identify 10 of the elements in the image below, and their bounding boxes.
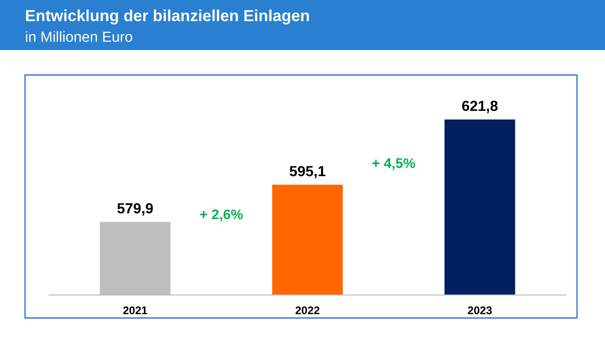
- data-label: 621,8: [462, 100, 498, 114]
- data-label: 579,9: [117, 203, 153, 216]
- data-label: 595,1: [290, 166, 326, 178]
- chart-subtitle: in Millionen Euro: [26, 31, 132, 42]
- x-tick-label: 2023: [468, 306, 492, 314]
- chart-title: Entwicklung der bilanziellen Einlagen: [26, 10, 309, 24]
- annotation: + 4,5%: [372, 158, 416, 170]
- x-tick-label: 2022: [296, 306, 320, 314]
- x-tick-label: 2021: [123, 306, 148, 314]
- annotation: + 2,6%: [200, 209, 243, 222]
